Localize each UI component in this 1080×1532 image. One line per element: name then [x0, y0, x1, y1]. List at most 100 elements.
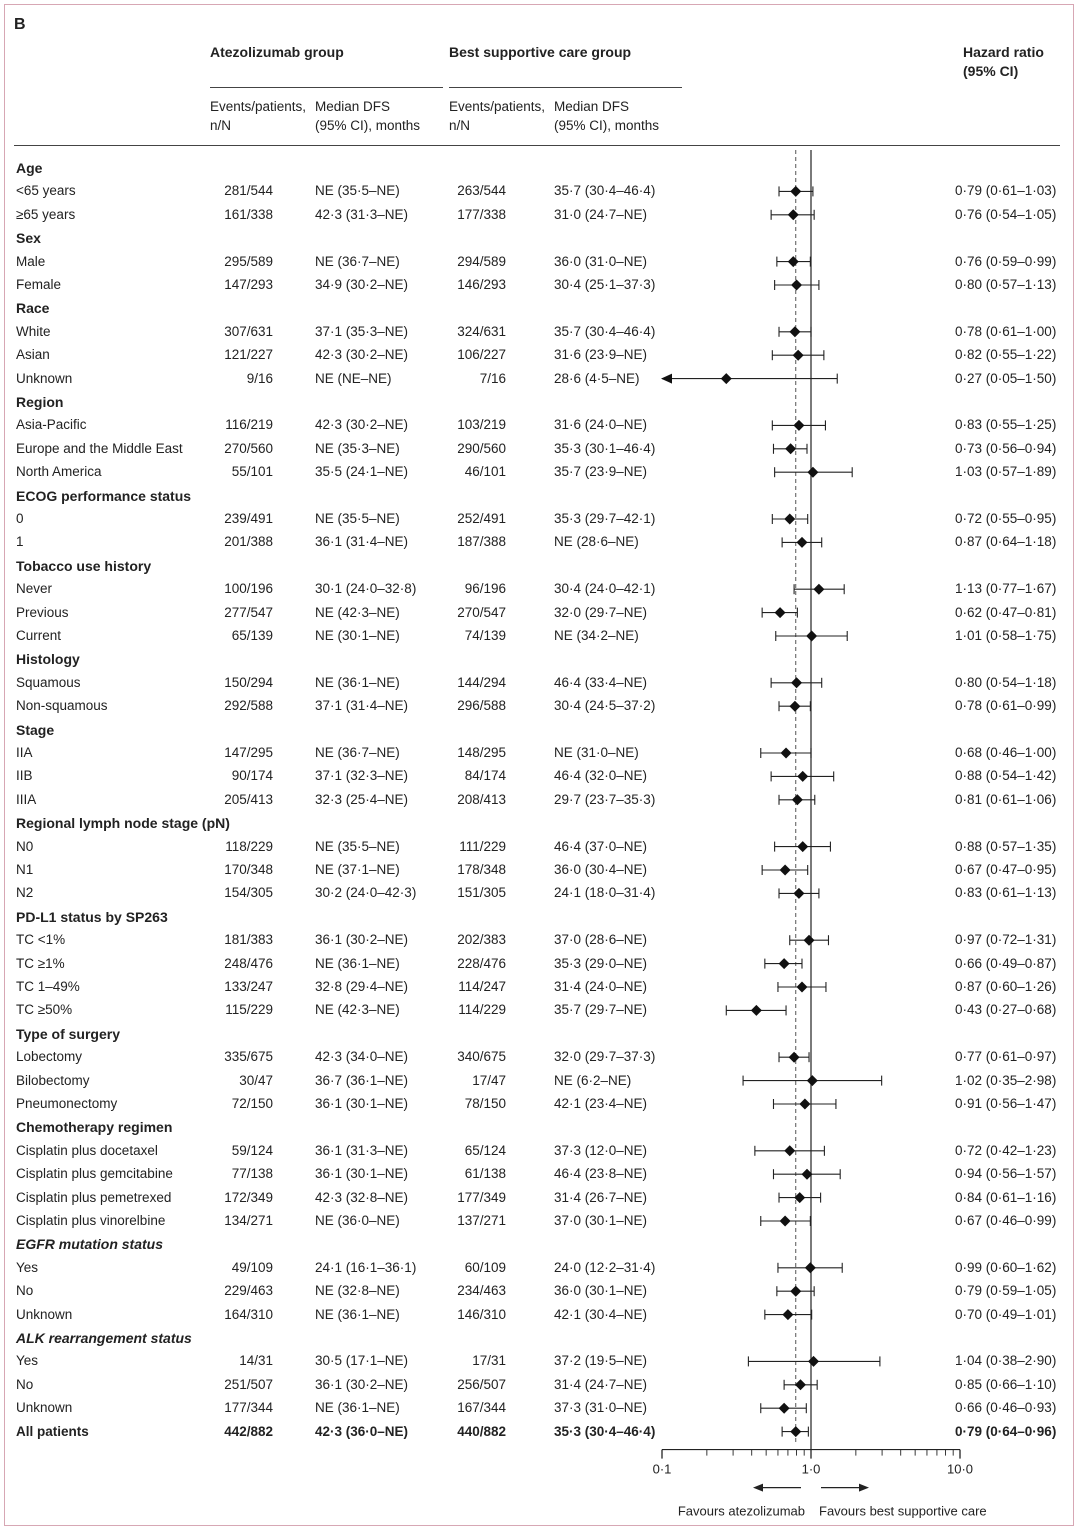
bsc-median-cell: 37·3 (31·0–NE) [554, 1400, 648, 1416]
subgroup-label: Cisplatin plus vinorelbine [16, 1213, 166, 1228]
bsc-events-cell: 96/196 [464, 581, 506, 597]
atezo-events-cell: 72/150 [231, 1096, 273, 1111]
hazard-ratio-cell: 0·80 (0·54–1·18) [955, 674, 1057, 690]
hazard-ratio-cell: 0·82 (0·55–1·22) [955, 347, 1057, 363]
subgroup-heading: Tobacco use history [16, 557, 152, 574]
bsc-median-header-line1: Median DFS [554, 99, 630, 114]
atezo-median-cell: 30·5 (17·1–NE) [315, 1353, 409, 1369]
atezo-events-cell: 9/16 [246, 370, 273, 386]
bsc-events-cell: 340/675 [457, 1049, 506, 1065]
ci-arrow-left [661, 373, 672, 384]
hr-point-marker [793, 887, 805, 899]
hr-point-marker [797, 770, 809, 782]
atezo-events-cell: 147/293 [224, 277, 273, 292]
bsc-median-cell: 31·4 (24·0–NE) [554, 979, 648, 994]
atezo-median-cell: 42·3 (32·8–NE) [315, 1189, 409, 1205]
atezo-events-cell: 442/882 [224, 1423, 273, 1439]
atezo-events-cell: 177/344 [224, 1400, 273, 1416]
atezo-events-cell: 239/491 [224, 511, 273, 526]
bsc-events-cell: 263/544 [457, 183, 506, 199]
bsc-median-cell: 35·3 (30·4–46·4) [554, 1423, 656, 1439]
bsc-events-cell: 60/109 [464, 1259, 506, 1275]
subgroup-label: Cisplatin plus pemetrexed [16, 1189, 172, 1205]
subgroup-heading: Age [16, 160, 43, 176]
atezo-events-cell: 116/219 [225, 417, 273, 433]
atezo-median-cell: 36·7 (36·1–NE) [315, 1072, 409, 1088]
atezo-median-cell: 30·1 (24·0–32·8) [315, 581, 417, 597]
hazard-ratio-cell: 0·88 (0·54–1·42) [955, 768, 1057, 784]
atezo-median-cell: 30·2 (24·0–42·3) [315, 885, 417, 901]
bsc-events-cell: 252/491 [457, 511, 506, 526]
subgroup-label: TC <1% [16, 932, 66, 948]
atezo-events-cell: 133/247 [224, 979, 273, 994]
bsc-events-cell: 256/507 [457, 1376, 506, 1392]
bsc-events-cell: 137/271 [457, 1213, 506, 1228]
favours-right-arrow-icon [859, 1483, 869, 1492]
bsc-events-cell: 17/31 [472, 1353, 506, 1369]
atezo-events-cell: 270/560 [224, 440, 273, 456]
hr-point-marker [779, 864, 791, 876]
bsc-events-cell: 65/124 [464, 1142, 506, 1158]
bsc-median-cell: 24·1 (18·0–31·4) [554, 885, 656, 901]
figure-frame [4, 4, 1074, 1526]
hr-point-marker [807, 466, 819, 478]
atezo-median-cell: 35·5 (24·1–NE) [315, 464, 409, 480]
favours-left-arrow-icon [753, 1483, 763, 1492]
atezo-events-cell: 77/138 [231, 1166, 273, 1182]
subgroup-label: Non-squamous [16, 698, 108, 714]
bsc-median-cell: 24·0 (12·2–31·4) [554, 1259, 656, 1275]
atezo-median-cell: 36·1 (30·1–NE) [315, 1166, 409, 1182]
bsc-events-cell: 146/293 [457, 277, 506, 292]
subgroup-label: 1 [16, 534, 24, 550]
hr-point-marker [787, 209, 799, 221]
subgroup-label: IIIA [16, 791, 37, 807]
atezo-events-cell: 335/675 [224, 1049, 273, 1065]
bsc-median-cell: 31·4 (26·7–NE) [554, 1189, 648, 1205]
atezo-events-header-line1: Events/patients, [210, 99, 307, 114]
atezo-events-cell: 251/507 [224, 1376, 273, 1392]
atezo-median-cell: NE (30·1–NE) [315, 628, 400, 643]
subgroup-label: Asia-Pacific [16, 417, 87, 433]
subgroup-heading: ECOG performance status [16, 487, 192, 504]
bsc-events-cell: 177/349 [457, 1189, 506, 1205]
bsc-events-header-line1: Events/patients, [449, 99, 546, 114]
hr-point-marker [790, 185, 802, 197]
hazard-ratio-cell: 0·91 (0·56–1·47) [955, 1096, 1057, 1111]
hr-point-marker [778, 958, 790, 970]
subgroup-heading: Type of surgery [16, 1025, 120, 1042]
bsc-median-cell: 28·6 (4·5–NE) [554, 370, 640, 386]
bsc-events-cell: 148/295 [457, 745, 506, 760]
favours-bsc-label: Favours best supportive care [819, 1504, 987, 1519]
hr-point-marker [793, 419, 805, 431]
hr-point-marker [774, 607, 786, 619]
atezo-median-cell: 32·3 (25·4–NE) [315, 791, 409, 807]
atezo-events-cell: 118/229 [225, 838, 273, 854]
atezo-events-cell: 295/589 [224, 253, 273, 269]
bsc-median-header: Median DFS (95% CI), months [554, 97, 659, 135]
bsc-median-cell: 30·4 (25·1–37·3) [554, 277, 656, 292]
bsc-median-cell: 36·0 (30·1–NE) [554, 1283, 648, 1299]
bsc-median-cell: 37·2 (19·5–NE) [554, 1353, 648, 1369]
bsc-header-rule [449, 87, 682, 88]
bsc-median-cell: 46·4 (32·0–NE) [554, 768, 648, 784]
bsc-median-cell: 46·4 (33·4–NE) [554, 674, 648, 690]
atezo-median-cell: 42·3 (34·0–NE) [315, 1049, 409, 1065]
bsc-median-cell: 35·3 (29·0–NE) [554, 955, 648, 971]
hazard-ratio-cell: 0·80 (0·57–1·13) [955, 277, 1057, 292]
bsc-events-cell: 294/589 [457, 253, 506, 269]
subgroup-label: Male [16, 253, 46, 269]
subgroup-label: IIA [16, 745, 33, 760]
hr-point-marker [796, 981, 808, 993]
bsc-events-cell: 114/247 [458, 979, 506, 994]
bsc-median-cell: 37·3 (12·0–NE) [554, 1142, 648, 1158]
bsc-median-cell: 30·4 (24·0–42·1) [554, 581, 656, 597]
hazard-ratio-cell: 0·84 (0·61–1·16) [955, 1189, 1057, 1205]
atezo-median-header-line2: (95% CI), months [315, 118, 421, 133]
subgroup-label: ≥65 years [16, 206, 76, 222]
subgroup-label: Pneumonectomy [16, 1096, 118, 1111]
subgroup-heading: ALK rearrangement status [16, 1330, 192, 1346]
bsc-median-cell: 30·4 (24·5–37·2) [554, 698, 656, 714]
bsc-events-cell: 46/101 [464, 464, 506, 480]
hazard-ratio-cell: 0·87 (0·60–1·26) [955, 979, 1057, 994]
